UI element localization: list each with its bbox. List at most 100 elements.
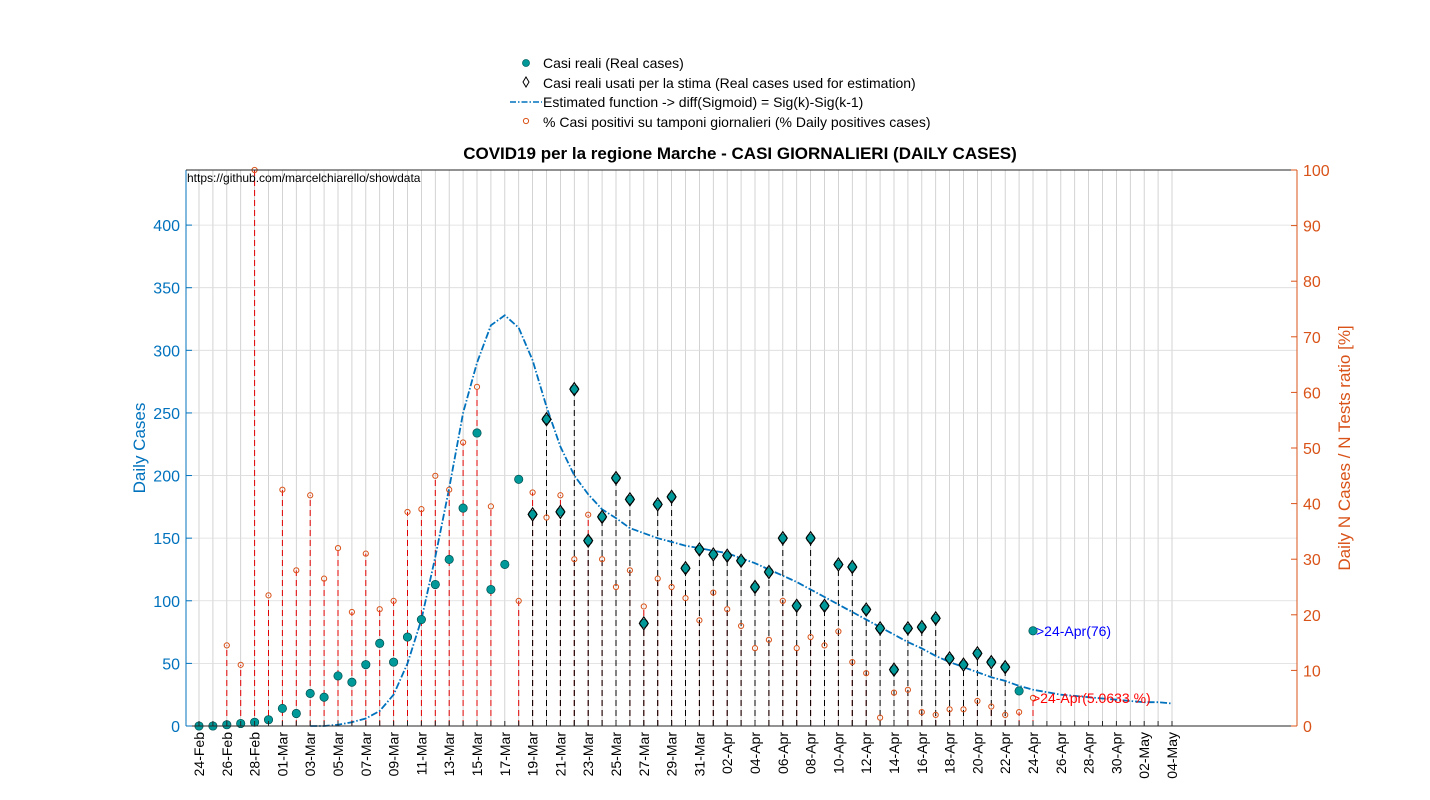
ratio-point	[390, 597, 397, 605]
ratio-point	[932, 711, 939, 718]
x-tick-label: 11-Mar	[413, 732, 429, 776]
estimation-case-point	[638, 615, 649, 631]
y-tick-label-left: 400	[153, 218, 180, 235]
x-tick-label: 04-May	[1164, 732, 1180, 779]
ratio-point	[223, 642, 230, 649]
ratio-point	[237, 661, 244, 668]
ratio-point	[585, 511, 592, 518]
legend-label-estimation-cases: Casi reali usati per la stima (Real case…	[543, 75, 916, 91]
x-tick-label: 03-Mar	[302, 732, 318, 777]
ratio-point	[529, 489, 536, 496]
y-tick-label-right: 90	[1303, 219, 1321, 236]
annotation-last-ratio: >24-Apr(5.0633 %)	[1032, 690, 1151, 706]
estimation-case-point	[986, 654, 997, 670]
real-case-point	[458, 503, 468, 513]
tick-labels: 0 50 100 150 200 250 300 350 400 0 10 20 30 40 50 60 70 8…	[153, 163, 1330, 779]
real-case-point	[444, 554, 454, 565]
x-tick-label: 02-May	[1136, 732, 1152, 779]
x-tick-label: 28-Apr	[1081, 732, 1097, 774]
ratio-point	[418, 506, 425, 513]
real-case-point	[319, 692, 329, 702]
ratio-point	[710, 589, 717, 596]
estimation-case-point	[874, 620, 886, 636]
x-tick-label: 19-Mar	[525, 732, 541, 777]
legend-marker-estimation-cases	[522, 76, 530, 88]
real-case-point	[389, 657, 399, 667]
estimation-case-point	[735, 553, 747, 569]
ratio-point	[863, 670, 870, 677]
estimation-case-point	[777, 530, 788, 546]
estimation-case-point	[888, 662, 900, 678]
estimation-case-point	[819, 598, 830, 614]
x-tick-label: 06-Apr	[775, 732, 791, 774]
estimation-case-point	[958, 657, 969, 673]
stems	[226, 170, 1034, 726]
x-tick-label: 17-Mar	[497, 732, 513, 777]
real-case-point	[291, 708, 301, 719]
ratio-point	[668, 583, 675, 591]
x-tick-label: 09-Mar	[386, 732, 402, 777]
y-tick-label-right: 20	[1303, 608, 1321, 625]
estimation-case-point	[555, 504, 566, 520]
ratio-point	[348, 608, 355, 616]
ratio-point	[265, 592, 272, 599]
x-tick-label: 26-Feb	[219, 732, 235, 777]
ratio-point	[779, 597, 786, 605]
x-tick-label: 08-Apr	[803, 732, 819, 774]
x-tick-label: 13-Mar	[441, 732, 457, 777]
y-tick-label-left: 50	[162, 656, 180, 673]
ratio-point	[821, 642, 828, 649]
x-tick-label: 04-Apr	[747, 732, 763, 774]
real-case-point	[514, 474, 524, 484]
estimation-case-point	[708, 546, 719, 562]
ratio-point	[890, 689, 898, 696]
x-tick-label: 15-Mar	[469, 732, 485, 777]
estimation-case-point	[527, 506, 538, 522]
y-tick-label-right: 100	[1303, 163, 1330, 180]
estimation-case-point	[944, 650, 955, 666]
estimation-case-point	[694, 541, 705, 557]
real-case-point	[402, 632, 413, 642]
estimation-case-point	[596, 509, 608, 525]
real-case-point	[500, 559, 510, 570]
real-case-point	[375, 638, 385, 648]
watermark-url: https://github.com/marcelchiarello/showd…	[187, 171, 421, 185]
x-tick-label: 25-Mar	[608, 732, 624, 777]
ratio-point	[1029, 694, 1037, 701]
y-tick-label-right: 60	[1303, 385, 1321, 402]
estimation-case-point	[749, 579, 761, 595]
x-tick-label: 05-Mar	[330, 732, 346, 777]
ratio-point	[682, 595, 689, 602]
ratio-point	[960, 706, 967, 713]
ratio-point	[376, 606, 383, 613]
x-tick-label: 28-Feb	[247, 732, 263, 777]
ratio-point	[543, 514, 550, 521]
ratio-point	[751, 645, 759, 652]
estimation-case-point	[972, 645, 983, 661]
estimation-case-point	[1000, 659, 1011, 675]
real-case-point	[333, 671, 343, 681]
ratio-point	[765, 636, 773, 643]
x-tick-label: 31-Mar	[691, 732, 707, 777]
y-tick-label-left: 300	[153, 343, 180, 360]
ratio-point	[738, 622, 745, 630]
estimation-case-point	[930, 610, 941, 626]
ratio-point	[557, 492, 564, 499]
ratio-point	[279, 486, 286, 493]
y-tick-label-right: 0	[1303, 719, 1312, 736]
ratio-point	[334, 544, 342, 552]
real-case-point	[305, 688, 315, 698]
x-tick-label: 22-Apr	[997, 732, 1013, 774]
estimation-case-point	[916, 619, 927, 635]
estimation-case-point	[610, 470, 622, 486]
y-tick-label-left: 150	[153, 531, 180, 548]
estimation-case-point	[833, 556, 844, 572]
y-tick-label-left: 250	[153, 406, 180, 423]
ratio-point	[918, 709, 925, 716]
ratio-point	[515, 597, 522, 605]
ratio-point	[877, 714, 884, 721]
x-tick-label: 29-Mar	[664, 732, 680, 777]
ratio-point	[654, 575, 661, 582]
y-tick-label-right: 10	[1303, 663, 1321, 680]
